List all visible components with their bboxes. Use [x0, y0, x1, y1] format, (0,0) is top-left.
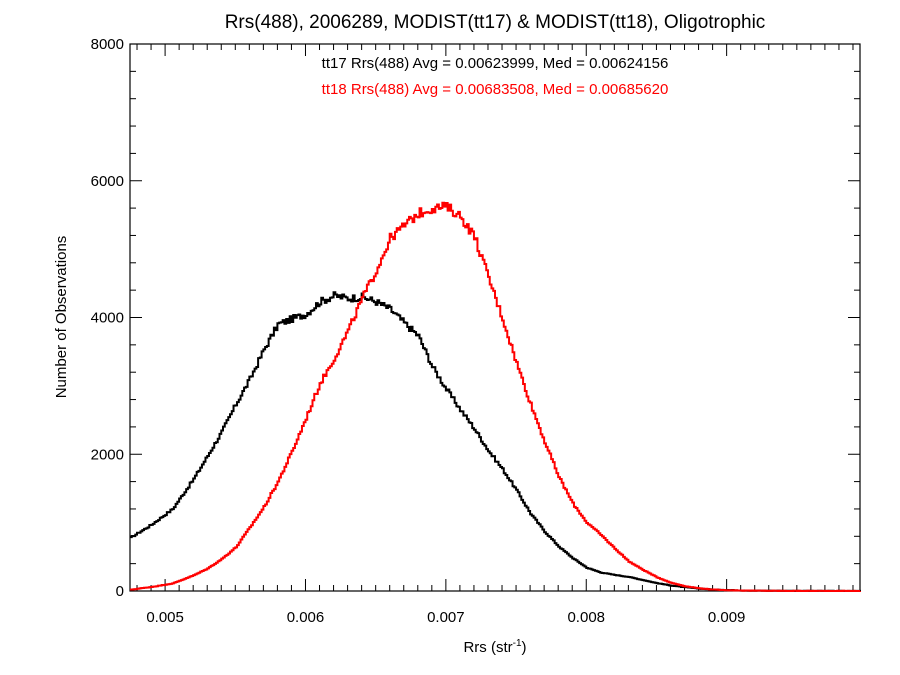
y-tick-label: 4000: [91, 310, 124, 327]
x-tick-label: 0.009: [708, 609, 746, 626]
y-tick-label: 6000: [91, 173, 124, 190]
x-axis-label: Rrs (str-1): [463, 638, 526, 656]
series-line-tt17: [130, 291, 861, 592]
x-tick-label: 0.007: [427, 609, 465, 626]
x-axis-label-close: ): [522, 639, 527, 656]
annotation-tt17: tt17 Rrs(488) Avg = 0.00623999, Med = 0.…: [322, 55, 669, 72]
series-layer: [130, 201, 861, 592]
y-axis: 0 2000 4000 6000 8000: [91, 36, 860, 600]
x-tick-label: 0.008: [567, 609, 605, 626]
x-axis-label-main: Rrs (str: [463, 639, 512, 656]
x-tick-label: 0.005: [146, 609, 184, 626]
x-axis-label-superscript: -1: [513, 638, 522, 649]
y-tick-label: 2000: [91, 446, 124, 463]
y-tick-label: 0: [116, 583, 124, 600]
x-axis: 0.005 0.006 0.007 0.008 0.009: [136, 44, 854, 626]
annotation-tt18: tt18 Rrs(488) Avg = 0.00683508, Med = 0.…: [322, 81, 669, 98]
y-tick-label: 8000: [91, 36, 124, 53]
chart-title: Rrs(488), 2006289, MODIST(tt17) & MODIST…: [225, 12, 766, 33]
plot-frame: [129, 43, 861, 592]
y-axis-label: Number of Observations: [53, 236, 70, 399]
series-line-tt18: [130, 201, 861, 592]
x-tick-label: 0.006: [287, 609, 325, 626]
